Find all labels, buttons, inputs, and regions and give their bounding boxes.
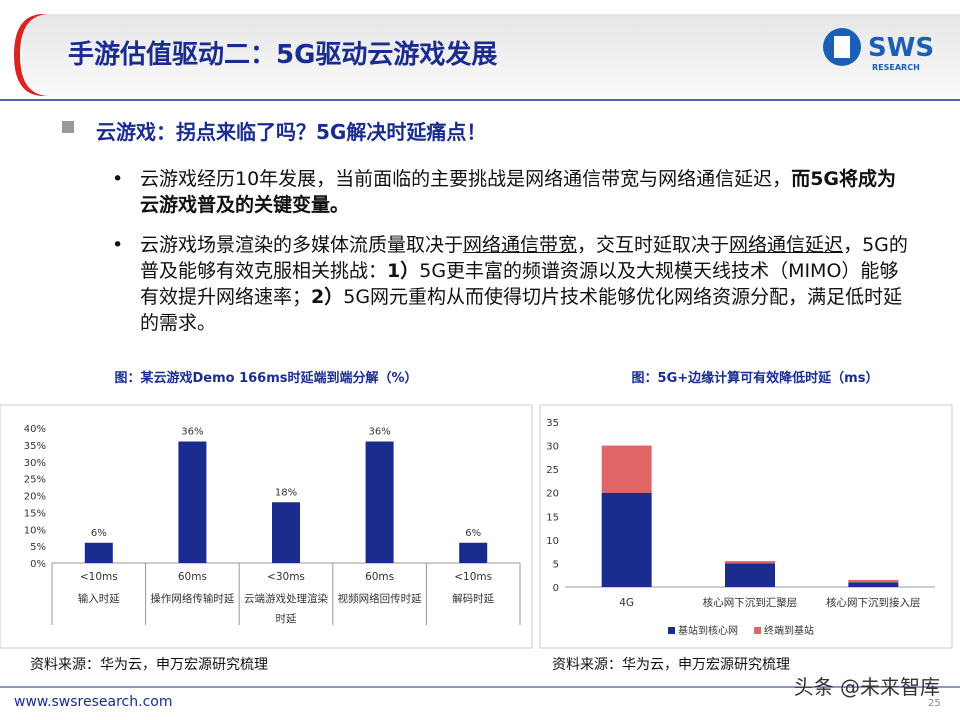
y-tick-label: 10% [24, 525, 46, 536]
data-label: 36% [368, 427, 390, 438]
category-label-box: <30ms [267, 571, 305, 583]
x-tick-label: <30ms [267, 571, 305, 583]
text-run: 1） [387, 260, 420, 282]
y-tick-label: 15 [546, 512, 559, 523]
x-tick-label: 60ms [365, 571, 395, 583]
bar-segment [601, 492, 652, 587]
chart-title: 图：5G+边缘计算可有效降低时延（ms） [632, 370, 879, 386]
y-tick-label: 0% [30, 559, 46, 570]
text-run: 5G更丰富的频谱资源以及大规模天线技术（MIMO）能够有效提升网络速率； [140, 260, 899, 308]
header-band [22, 14, 960, 96]
y-tick-label: 20% [24, 492, 46, 503]
bullet: 云游戏经历10年发展，当前面临的主要挑战是网络通信带宽与网络通信延迟，而5G将成… [112, 166, 908, 218]
text-run: 2） [311, 286, 344, 308]
bar [365, 441, 394, 563]
text-run: ，交互时延取决于 [577, 234, 730, 256]
text-run: 5G网元重构从而使得切片技术能够优化网络资源分配，满足低时延的需求。 [140, 286, 903, 334]
y-tick-label: 30 [546, 442, 559, 453]
page-number: 25 [928, 698, 941, 709]
x-tick-label: 核心网下沉到接入层 [826, 597, 921, 609]
text-run: 云游戏场景渲染的多媒体流质量取决于 [140, 234, 464, 256]
category-label-box: 核心网下沉到汇聚层 [702, 597, 798, 609]
logo-text: SWS [868, 33, 934, 63]
category-label-box: 4G [619, 597, 635, 609]
y-tick-label: 5 [553, 559, 559, 570]
x-tick-label: 60ms [177, 571, 207, 583]
y-tick-label: 35% [24, 441, 46, 452]
bar-segment [848, 579, 899, 583]
bar-segment [601, 445, 652, 493]
legend-label: 终端到基站 [764, 624, 814, 637]
section-marker [62, 121, 74, 133]
category-label-box: 视频网络回传时延 [337, 593, 422, 605]
x-tick-label: 核心网下沉到汇聚层 [702, 597, 798, 609]
text-run: ，5G的普及能够有效克服相关挑战： [140, 234, 908, 282]
category-label-box: 操作网络传输时延 [150, 593, 235, 605]
y-tick-label: 0 [553, 583, 559, 594]
category-label-box: 解码时延 [452, 593, 495, 605]
data-label: 6% [465, 528, 481, 539]
logo-icon-inner [834, 36, 850, 58]
source-note: 资料来源：华为云，申万宏源研究梳理 [552, 657, 790, 673]
x-tick-label: 操作网络传输时延 [150, 593, 235, 605]
y-tick-label: 25 [546, 465, 559, 476]
legend-swatch [668, 627, 675, 634]
source-note: 资料来源：华为云，申万宏源研究梳理 [30, 657, 268, 673]
text-run: 而5G将成为云游戏普及的关键变量。 [140, 168, 897, 216]
text-run: 云游戏经历10年发展，当前面临的主要挑战是网络通信带宽与网络通信延迟， [140, 168, 792, 190]
bar-segment [848, 582, 899, 587]
slide-title: 手游估值驱动二：5G驱动云游戏发展 [68, 40, 498, 70]
category-label-box: 云端游戏处理渲染时延 [243, 593, 328, 625]
bar [459, 542, 488, 563]
y-tick-label: 15% [24, 508, 46, 519]
bar-segment [725, 561, 775, 564]
category-label-box: <10ms [79, 571, 118, 583]
y-tick-label: 20 [546, 489, 559, 500]
bar [272, 502, 300, 563]
y-tick-label: 35 [546, 418, 559, 429]
y-tick-label: 40% [24, 424, 46, 435]
y-tick-label: 25% [24, 475, 46, 486]
data-label: 18% [275, 487, 297, 498]
text-run: 网络通信带宽 [463, 234, 578, 256]
section-heading: 云游戏：拐点来临了吗？5G解决时延痛点！ [96, 120, 487, 144]
x-tick-label: 4G [619, 597, 635, 609]
category-label-box: 60ms [365, 571, 395, 583]
category-label-box: 核心网下沉到接入层 [826, 597, 921, 609]
category-label-box: 60ms [177, 571, 207, 583]
data-label: 6% [91, 528, 107, 539]
charts: 图：某云游戏Demo 166ms时延端到端分解（%） 0% 5% 10% 15% 20% 2… [24, 370, 935, 637]
chart-title: 图：某云游戏Demo 166ms时延端到端分解（%） [114, 370, 417, 386]
footer-url: www.swsresearch.com [14, 694, 172, 710]
bar-segment [725, 563, 775, 587]
text-run: 网络通信延迟 [729, 234, 844, 256]
category-label-box: 输入时延 [77, 593, 120, 605]
category-label-box: <10ms [454, 571, 493, 583]
x-tick-label: <10ms [454, 571, 493, 583]
x-tick-label: 解码时延 [452, 593, 495, 605]
x-tick-label: 视频网络回传时延 [337, 593, 422, 605]
legend-swatch [754, 627, 761, 634]
y-tick-label: 10 [546, 536, 559, 547]
x-tick-label: 输入时延 [77, 593, 120, 605]
watermark: 头条 @未来智库 [794, 675, 940, 699]
data-label: 36% [181, 427, 203, 438]
bar [178, 441, 207, 563]
y-tick-label: 30% [24, 458, 46, 469]
logo-subtext: RESEARCH [872, 63, 920, 72]
x-tick-label: <10ms [79, 571, 118, 583]
chart-frame [0, 404, 533, 649]
bar [84, 542, 113, 563]
legend-label: 基站到核心网 [678, 624, 738, 637]
y-tick-label: 5% [30, 542, 46, 553]
x-tick-label: 云端游戏处理渲染时延 [243, 593, 328, 625]
bullet: 云游戏场景渲染的多媒体流质量取决于网络通信带宽，交互时延取决于网络通信延迟，5G… [112, 232, 908, 336]
chart-frame [539, 404, 953, 649]
